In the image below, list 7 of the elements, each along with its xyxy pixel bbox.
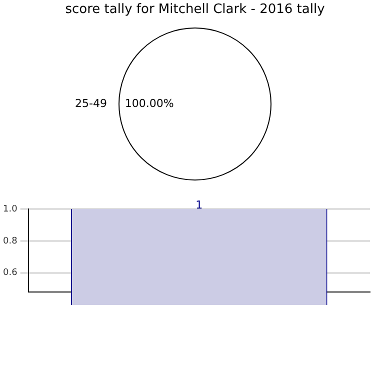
data-label: 100.00% — [124, 96, 174, 110]
y-tick-label: 0.8 — [2, 236, 18, 246]
y-tick-label: 0.6 — [2, 268, 18, 278]
data-label: 1 — [196, 198, 203, 212]
y-tick-label: 1.0 — [2, 204, 18, 214]
chart-title: score tally for Mitchell Clark - 2016 tally — [64, 2, 326, 17]
slice-label: 25-49 — [75, 96, 107, 110]
